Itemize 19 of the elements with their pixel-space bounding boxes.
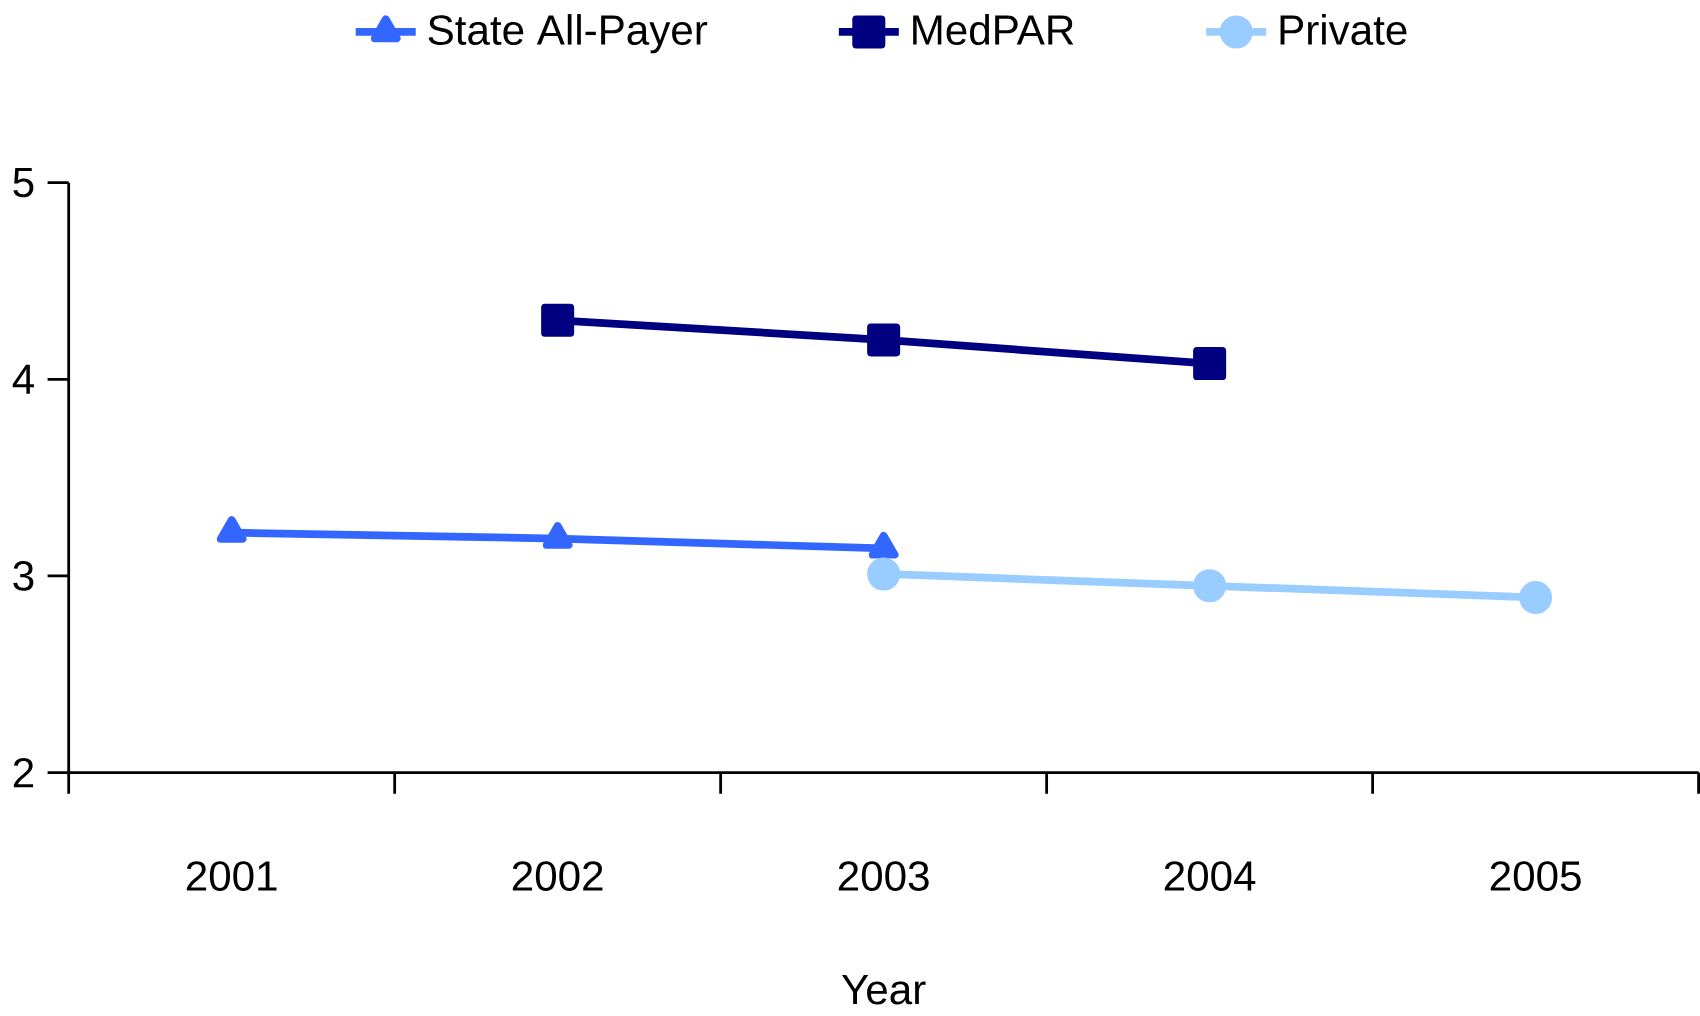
point [1193,569,1227,603]
point [867,557,901,591]
legend-label: MedPAR [913,13,1074,45]
legend-label: Private [1280,13,1407,45]
point [1193,346,1227,380]
y-tick-label: 3 [13,560,34,591]
legend-label: State All-Payer [428,13,708,54]
y-tick-label: 2 [13,757,34,788]
point [867,323,901,357]
y-tick-label: 5 [13,167,34,198]
x-tick-label: 2004 [1164,861,1256,891]
x-tick-label: 2002 [512,861,603,891]
point [541,303,575,337]
x-tick-label: 2001 [186,861,277,891]
x-tick-label: 2005 [1490,861,1581,891]
x-tick-label: 2003 [838,861,929,891]
point [1519,580,1553,614]
x-axis-title: Year [841,975,926,1005]
y-tick-label: 4 [12,364,34,394]
